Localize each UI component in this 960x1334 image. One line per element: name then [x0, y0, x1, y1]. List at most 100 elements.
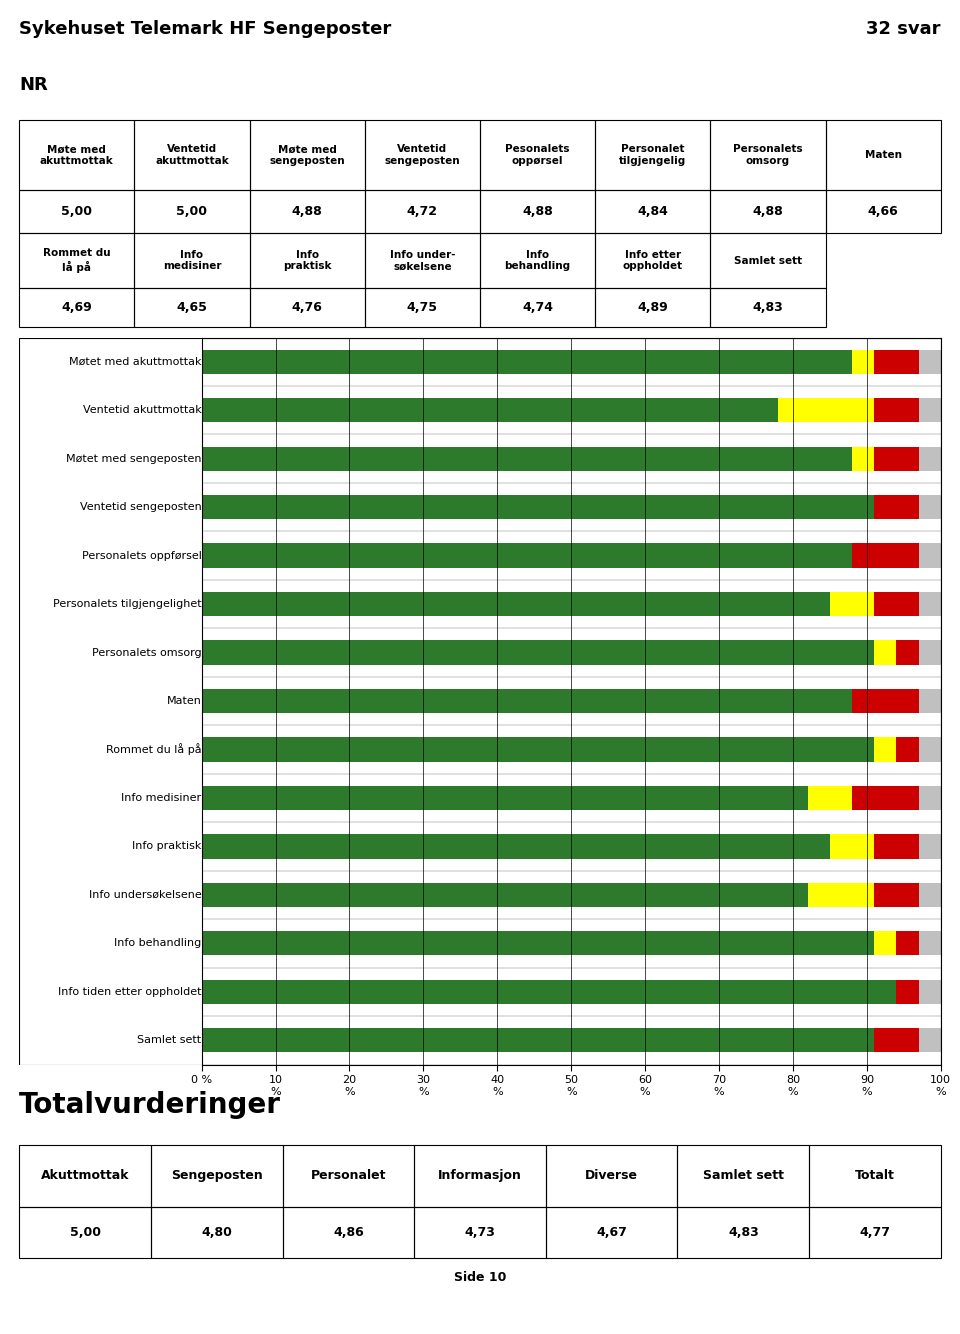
Bar: [250, 233, 365, 288]
Text: 4,89: 4,89: [637, 300, 668, 313]
Bar: [826, 191, 941, 233]
Text: Personalets
omsorg: Personalets omsorg: [733, 144, 803, 165]
Bar: [19, 191, 134, 233]
Text: Totalvurderinger: Totalvurderinger: [19, 1091, 281, 1118]
Bar: [875, 883, 919, 907]
Text: Møte med
sengeposten: Møte med sengeposten: [270, 144, 345, 165]
Bar: [365, 191, 480, 233]
Bar: [710, 233, 826, 288]
Bar: [134, 233, 250, 288]
Text: Informasjon: Informasjon: [438, 1170, 522, 1182]
Text: 4,75: 4,75: [407, 300, 438, 313]
Bar: [595, 191, 710, 233]
Bar: [414, 1145, 546, 1207]
Bar: [19, 1207, 151, 1258]
Bar: [678, 1207, 809, 1258]
Text: Info undersøkelsene: Info undersøkelsene: [89, 890, 202, 900]
Bar: [829, 834, 875, 859]
Bar: [897, 640, 919, 664]
Text: Personalets omsorg: Personalets omsorg: [92, 647, 202, 658]
Bar: [365, 233, 480, 288]
Text: 4,67: 4,67: [596, 1226, 627, 1239]
Bar: [710, 120, 826, 191]
Bar: [875, 447, 919, 471]
Bar: [202, 931, 875, 955]
Text: Ventetid
akuttmottak: Ventetid akuttmottak: [156, 144, 228, 165]
Text: Info medisiner: Info medisiner: [122, 792, 202, 803]
Bar: [809, 1145, 941, 1207]
Bar: [826, 120, 941, 191]
Text: 4,74: 4,74: [522, 300, 553, 313]
Bar: [202, 592, 829, 616]
Text: 4,88: 4,88: [522, 205, 553, 219]
Bar: [202, 786, 807, 810]
Bar: [546, 1207, 678, 1258]
Bar: [875, 931, 897, 955]
Bar: [480, 120, 595, 191]
Text: 32 svar: 32 svar: [866, 20, 941, 37]
Bar: [202, 398, 941, 423]
Bar: [202, 640, 875, 664]
Text: Møte med
akuttmottak: Møte med akuttmottak: [40, 144, 113, 165]
Bar: [546, 1145, 678, 1207]
Bar: [202, 883, 807, 907]
Text: 5,00: 5,00: [69, 1226, 101, 1239]
Text: Personalets tilgjengelighet: Personalets tilgjengelighet: [53, 599, 202, 610]
Text: Samlet sett: Samlet sett: [703, 1170, 783, 1182]
Bar: [875, 592, 919, 616]
Text: 4,72: 4,72: [407, 205, 438, 219]
Bar: [202, 979, 941, 1005]
Bar: [875, 495, 919, 519]
Bar: [202, 350, 941, 374]
Bar: [365, 288, 480, 327]
Bar: [897, 931, 919, 955]
Text: Sengeposten: Sengeposten: [171, 1170, 263, 1182]
Text: Info
medisiner: Info medisiner: [163, 249, 221, 271]
Bar: [19, 233, 134, 288]
Bar: [710, 288, 826, 327]
Text: Info behandling: Info behandling: [114, 938, 202, 948]
Text: Personalets oppførsel: Personalets oppførsel: [82, 551, 202, 560]
Text: 4,86: 4,86: [333, 1226, 364, 1239]
Text: 4,80: 4,80: [202, 1226, 232, 1239]
Text: 4,83: 4,83: [753, 300, 783, 313]
Text: NR: NR: [19, 76, 48, 95]
Text: Maten: Maten: [167, 696, 202, 706]
Text: Side 10: Side 10: [454, 1271, 506, 1285]
Bar: [875, 834, 919, 859]
Bar: [678, 1145, 809, 1207]
Bar: [202, 640, 941, 664]
Bar: [19, 288, 134, 327]
Bar: [829, 592, 875, 616]
Bar: [19, 1145, 151, 1207]
Text: Samlet sett: Samlet sett: [137, 1035, 202, 1046]
Bar: [19, 120, 134, 191]
Bar: [202, 688, 941, 714]
Bar: [807, 786, 852, 810]
Text: Info praktisk: Info praktisk: [132, 842, 202, 851]
Bar: [202, 447, 852, 471]
Bar: [779, 398, 875, 423]
Text: 4,73: 4,73: [465, 1226, 495, 1239]
Bar: [202, 738, 875, 762]
Bar: [202, 883, 941, 907]
Text: Totalt: Totalt: [855, 1170, 895, 1182]
Bar: [480, 233, 595, 288]
Text: Info
praktisk: Info praktisk: [283, 249, 331, 271]
Bar: [852, 447, 875, 471]
Bar: [480, 288, 595, 327]
Bar: [897, 979, 919, 1005]
Bar: [875, 738, 897, 762]
Bar: [595, 288, 710, 327]
Bar: [852, 543, 919, 568]
Text: Pesonalets
oppørsel: Pesonalets oppørsel: [505, 144, 570, 165]
Bar: [202, 350, 852, 374]
Text: 4,88: 4,88: [292, 205, 323, 219]
Bar: [875, 350, 919, 374]
Bar: [595, 233, 710, 288]
Bar: [595, 120, 710, 191]
Text: Info
behandling: Info behandling: [505, 249, 570, 271]
Text: Ventetid akuttmottak: Ventetid akuttmottak: [83, 406, 202, 415]
Bar: [202, 398, 779, 423]
Text: Rommet du lå på: Rommet du lå på: [106, 743, 202, 755]
